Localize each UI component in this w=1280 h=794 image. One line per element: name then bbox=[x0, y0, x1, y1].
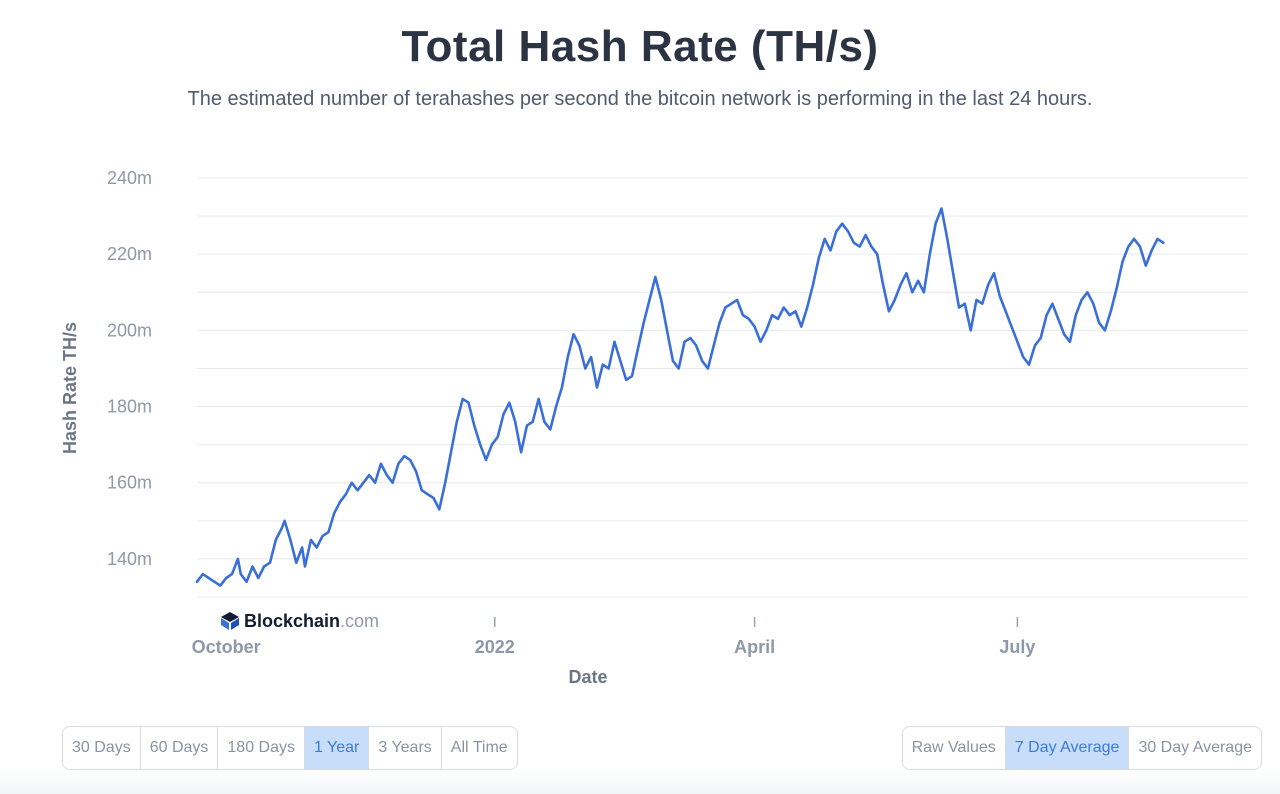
svg-text:Blockchain.com: Blockchain.com bbox=[244, 611, 379, 631]
y-axis-ticks: 140m 160m 180m 200m 220m 240m bbox=[107, 168, 152, 569]
logo-suffix: .com bbox=[340, 611, 379, 631]
chart-subtitle: The estimated number of terahashes per s… bbox=[187, 88, 1093, 110]
blockchain-logo: Blockchain.com bbox=[221, 611, 379, 631]
range-60-days-button[interactable]: 60 Days bbox=[140, 727, 219, 769]
range-all-time-button[interactable]: All Time bbox=[441, 727, 517, 769]
avg-raw-values-button[interactable]: Raw Values bbox=[902, 727, 1006, 769]
chart-title: Total Hash Rate (TH/s) bbox=[401, 22, 879, 71]
gridlines bbox=[197, 177, 1248, 598]
range-3-years-button[interactable]: 3 Years bbox=[369, 727, 442, 769]
x-axis-ticks: October 2022 April July bbox=[192, 617, 1035, 657]
x-tick-label: October bbox=[192, 637, 261, 657]
range-30-days-button[interactable]: 30 Days bbox=[63, 727, 141, 769]
time-range-selector: 30 Days 60 Days 180 Days 1 Year 3 Years All T… bbox=[62, 726, 518, 770]
x-tick-label: July bbox=[999, 637, 1035, 657]
y-tick-label: 160m bbox=[107, 473, 152, 493]
avg-7-day-average-button[interactable]: 7 Day Average bbox=[1005, 727, 1130, 769]
hash-rate-line bbox=[195, 207, 1165, 587]
range-1-year-button[interactable]: 1 Year bbox=[305, 727, 370, 769]
x-tick-label: 2022 bbox=[475, 637, 515, 657]
y-tick-label: 200m bbox=[107, 320, 152, 340]
y-axis-title: Hash Rate TH/s bbox=[60, 322, 80, 454]
averaging-selector: Raw Values 7 Day Average 30 Day Average bbox=[901, 726, 1262, 770]
range-180-days-button[interactable]: 180 Days bbox=[218, 727, 305, 769]
blockchain-logo-icon bbox=[221, 612, 239, 630]
hash-rate-chart: 140m 160m 180m 200m 220m 240m October 2022 Apri… bbox=[60, 168, 1248, 687]
avg-30-day-average-button[interactable]: 30 Day Average bbox=[1129, 727, 1261, 769]
y-tick-label: 240m bbox=[107, 168, 152, 188]
y-tick-label: 180m bbox=[107, 397, 152, 417]
footer-strip bbox=[0, 770, 1280, 794]
x-tick-label: April bbox=[734, 637, 775, 657]
x-axis-title: Date bbox=[568, 667, 607, 687]
y-tick-label: 140m bbox=[107, 549, 152, 569]
logo-text: Blockchain bbox=[244, 611, 340, 631]
y-tick-label: 220m bbox=[107, 244, 152, 264]
